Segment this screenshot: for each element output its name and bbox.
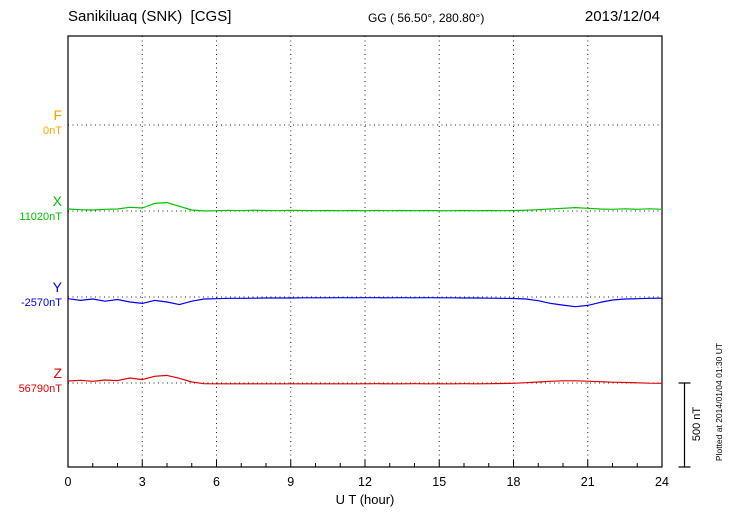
plot-frame [67, 35, 663, 468]
x-tick-label: 18 [507, 475, 521, 489]
component-y: Y -2570nT [0, 280, 62, 309]
component-label-x: X [52, 193, 62, 209]
trace-z [67, 374, 663, 385]
trace-y [67, 297, 663, 308]
x-axis-title: U T (hour) [335, 492, 395, 507]
x-tick-label: 9 [287, 475, 294, 489]
plot-date: 2013/12/04 [584, 8, 660, 25]
component-label-y: Y [52, 279, 62, 295]
scale-bar-label: 500 nT [691, 406, 703, 442]
component-f: F 0nT [0, 108, 62, 137]
x-tick-label: 6 [213, 475, 220, 489]
x-tick-label: 12 [358, 475, 372, 489]
station-title: Sanikiluaq (SNK) [CGS] [68, 8, 232, 25]
x-tick-label: 0 [65, 475, 72, 489]
component-baseline-y: -2570nT [21, 297, 62, 309]
component-baseline-z: 56790nT [18, 383, 62, 395]
component-baseline-x: 11020nT [19, 211, 62, 223]
x-tick-label: 21 [581, 475, 595, 489]
x-tick-label: 24 [655, 475, 669, 489]
component-z: Z 56790nT [0, 366, 62, 395]
x-tick-label: 15 [432, 475, 446, 489]
component-label-z: Z [53, 365, 62, 381]
component-label-f: F [53, 107, 62, 123]
plot-timestamp-note: Plotted at 2014/01/04 01:30 UT [714, 342, 724, 462]
gg-coordinates: GG ( 56.50°, 280.80°) [368, 11, 485, 25]
x-tick-label: 3 [139, 475, 146, 489]
component-baseline-f: 0nT [43, 125, 62, 137]
component-x: X 11020nT [0, 194, 62, 223]
trace-x [67, 202, 663, 212]
